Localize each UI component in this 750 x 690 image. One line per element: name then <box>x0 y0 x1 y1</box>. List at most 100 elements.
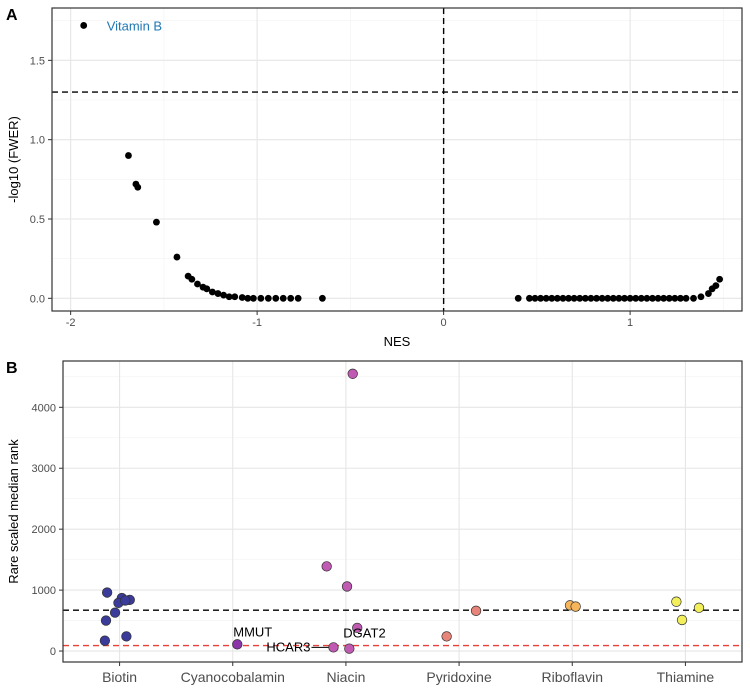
panel-b-plot-background <box>63 361 742 662</box>
panel-a-data-point <box>257 294 265 302</box>
panel-b-data-point <box>109 607 121 618</box>
panel-a-data-point <box>194 280 201 288</box>
panel-b-data-point <box>121 631 132 642</box>
panel-b-y-tick-label: 4000 <box>32 402 56 414</box>
panel-a-data-point <box>250 294 257 302</box>
panel-a-data-point <box>626 294 634 302</box>
panel-a-x-axis-title: NES <box>384 334 411 349</box>
panel-a-data-point <box>682 294 690 302</box>
panel-b-category-label: Cyanocobalamin <box>181 669 285 685</box>
panel-b-data-point <box>671 596 682 607</box>
panel-a-data-point <box>621 294 628 302</box>
gene-label-hcar3: HCAR3 <box>266 639 310 654</box>
panel-b-data-point <box>321 561 332 572</box>
panel-a-data-point <box>587 294 595 302</box>
panel-a-label: A <box>6 7 18 24</box>
panel-a-data-point <box>319 294 326 302</box>
panel-a-data-point <box>514 294 522 302</box>
panel-a-y-tick-label: 0.5 <box>30 214 45 226</box>
panel-a-data-point <box>134 183 142 191</box>
panel-a-x-tick-label: 1 <box>627 317 633 329</box>
panel-b-y-tick-label: 2000 <box>32 524 56 536</box>
panel-b-data-point <box>99 635 111 646</box>
panel-a-data-point <box>690 294 697 302</box>
panel-a-data-point <box>637 294 645 302</box>
panel-a-data-point <box>214 290 222 297</box>
panel-a-y-tick-label: 0.0 <box>30 293 45 305</box>
panel-a-data-point <box>665 294 673 302</box>
panel-a-data-point <box>294 294 302 302</box>
panel-a-data-point <box>548 294 556 302</box>
panel-a-data-point <box>264 294 272 302</box>
panel-b-y-tick-label: 0 <box>50 646 56 658</box>
panel-a-data-point <box>649 294 656 302</box>
panel-a-data-point <box>660 294 668 302</box>
panel-a-y-axis-title: -log10 (FWER) <box>6 116 21 203</box>
panel-a-data-point <box>609 294 617 302</box>
panel-b-y-tick-label: 1000 <box>32 585 56 597</box>
panel-a-data-point <box>537 294 544 302</box>
panel-a-data-point <box>173 253 181 261</box>
panel-a-data-point <box>604 294 612 302</box>
panel-b-category-label: Pyridoxine <box>426 669 492 685</box>
panel-b-data-point <box>676 614 688 626</box>
panel-a-data-point <box>272 294 280 302</box>
panel-a-data-point <box>581 294 589 302</box>
panel-b-y-axis-title: Rare scaled median rank <box>6 439 21 584</box>
panel-b-category-label: Thiamine <box>657 669 715 685</box>
panel-a-frame <box>51 7 743 312</box>
panel-b-category-label: Niacin <box>326 669 365 685</box>
panel-a-data-point <box>576 294 584 302</box>
panel-a-x-tick-label: -1 <box>252 317 262 329</box>
panel-b-data-point <box>570 601 581 612</box>
panel-b-data-point <box>352 622 363 634</box>
panel-a-data-point <box>598 294 606 302</box>
panel-b-category-label: Biotin <box>102 669 137 685</box>
panel-a-data-point <box>705 290 712 297</box>
panel-a-data-point <box>542 294 550 302</box>
panel-a-data-point <box>615 294 623 302</box>
panel-b-label: B <box>6 360 18 377</box>
panel-b-data-point <box>693 602 705 613</box>
panel-a-data-point <box>220 291 227 299</box>
panel-b-data-point <box>101 587 113 598</box>
gene-label-dgat2: DGAT2 <box>343 626 385 641</box>
panel-a-data-point <box>570 294 578 302</box>
panel-b-frame <box>62 360 743 663</box>
panel-a-data-point <box>526 294 533 302</box>
panel-b-data-point <box>341 581 353 592</box>
panel-a-data-point <box>559 294 567 302</box>
panel-a-data-point <box>287 294 295 302</box>
panel-a-data-point <box>231 293 239 301</box>
panel-a-data-point <box>565 294 572 302</box>
panel-a-data-point <box>153 218 160 226</box>
panel-b-y-tick-label: 3000 <box>32 463 56 475</box>
panel-b-data-point <box>441 631 452 642</box>
panel-a-data-point <box>279 294 287 302</box>
panel-a-plot-background <box>52 8 742 311</box>
panel-b-chart: 0 1000 2000 3000 4000 Biotin Cyanocobalamin Nia… <box>32 360 743 685</box>
panel-a-data-point <box>531 294 539 302</box>
panel-a-data-point <box>80 22 88 29</box>
panel-a-y-tick-label: 1.5 <box>30 55 45 67</box>
panel-a-data-point <box>188 275 196 283</box>
panel-a-data-point <box>697 293 705 301</box>
panel-a-data-point <box>238 294 246 301</box>
panel-b-data-point <box>232 639 243 650</box>
panel-b-data-point <box>470 605 482 616</box>
panel-b-data-point <box>120 595 131 606</box>
panel-a-data-point <box>677 294 684 302</box>
panel-a-data-point <box>593 294 600 302</box>
panel-a-data-point <box>244 294 252 302</box>
panel-b-data-point <box>347 368 358 379</box>
panel-b-category-label: Riboflavin <box>542 669 603 685</box>
panel-b-data-point <box>328 642 339 653</box>
panel-a-data-point <box>203 285 211 293</box>
panel-a-data-point <box>208 288 216 296</box>
panel-a-data-point <box>643 294 651 302</box>
panel-a-chart: -2 -1 0 1 0.0 0.5 1.0 1.5 <box>30 7 743 329</box>
panel-a-y-tick-label: 1.0 <box>30 135 45 147</box>
panel-b-data-point <box>344 643 355 654</box>
gene-label-mmut: MMUT <box>233 624 272 639</box>
